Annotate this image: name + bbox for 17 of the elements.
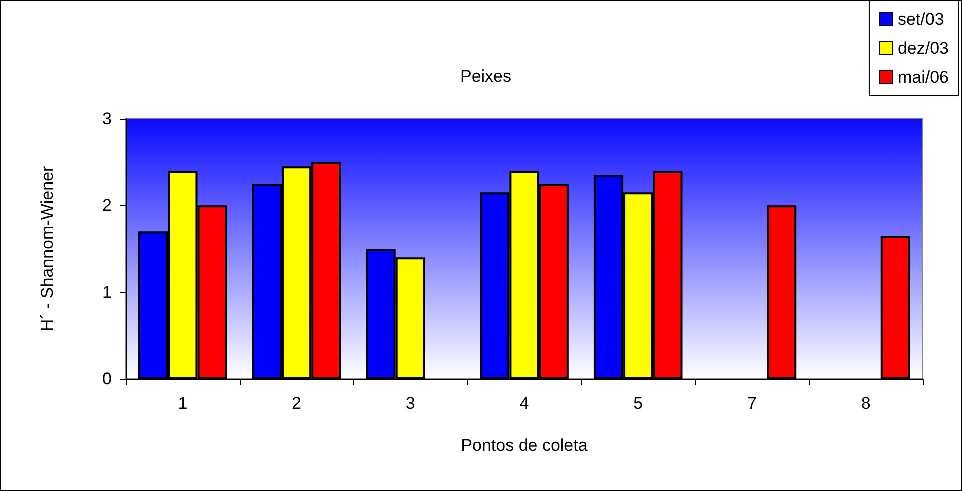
chart-title: Peixes: [460, 67, 512, 86]
x-tick-label: 7: [747, 394, 757, 413]
x-tick-label: 5: [634, 394, 644, 413]
x-tick-label: 4: [520, 394, 530, 413]
y-tick-label: 0: [102, 370, 112, 388]
y-tick-label: 2: [102, 196, 112, 216]
x-tick-label: 2: [292, 394, 302, 413]
y-tick-label: 1: [102, 282, 112, 302]
y-tick-label: 3: [102, 110, 112, 128]
x-axis-title: Pontos de coleta: [461, 436, 588, 455]
x-tick-label: 3: [406, 394, 416, 413]
legend-label: mai/06: [898, 68, 949, 87]
legend-label: dez/03: [898, 39, 950, 58]
x-tick-label: 8: [861, 394, 871, 413]
y-axis-title: H´ - Shannom-Wiener: [38, 166, 57, 332]
legend-label: set/03: [898, 10, 944, 29]
x-tick-label: 1: [178, 394, 188, 413]
